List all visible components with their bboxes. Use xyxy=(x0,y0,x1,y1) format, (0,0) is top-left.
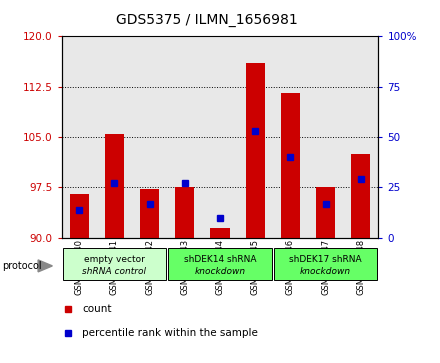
Bar xyxy=(62,248,166,280)
Bar xyxy=(210,228,230,238)
Bar xyxy=(140,189,159,238)
Text: protocol: protocol xyxy=(2,261,42,271)
Text: empty vector: empty vector xyxy=(84,256,145,264)
Bar xyxy=(70,194,89,238)
Text: knockdown: knockdown xyxy=(300,267,351,276)
Bar xyxy=(281,93,300,238)
Bar xyxy=(246,63,265,238)
Text: count: count xyxy=(82,304,112,314)
Text: shDEK17 shRNA: shDEK17 shRNA xyxy=(289,256,362,264)
Polygon shape xyxy=(38,260,52,272)
Bar xyxy=(105,134,124,238)
Bar xyxy=(175,187,194,238)
Bar xyxy=(351,154,370,238)
Bar xyxy=(168,248,272,280)
Text: shRNA control: shRNA control xyxy=(82,267,147,276)
Bar xyxy=(316,187,335,238)
Text: knockdown: knockdown xyxy=(194,267,246,276)
Text: GDS5375 / ILMN_1656981: GDS5375 / ILMN_1656981 xyxy=(116,13,298,27)
Bar xyxy=(274,248,378,280)
Text: shDEK14 shRNA: shDEK14 shRNA xyxy=(184,256,256,264)
Text: percentile rank within the sample: percentile rank within the sample xyxy=(82,328,258,338)
